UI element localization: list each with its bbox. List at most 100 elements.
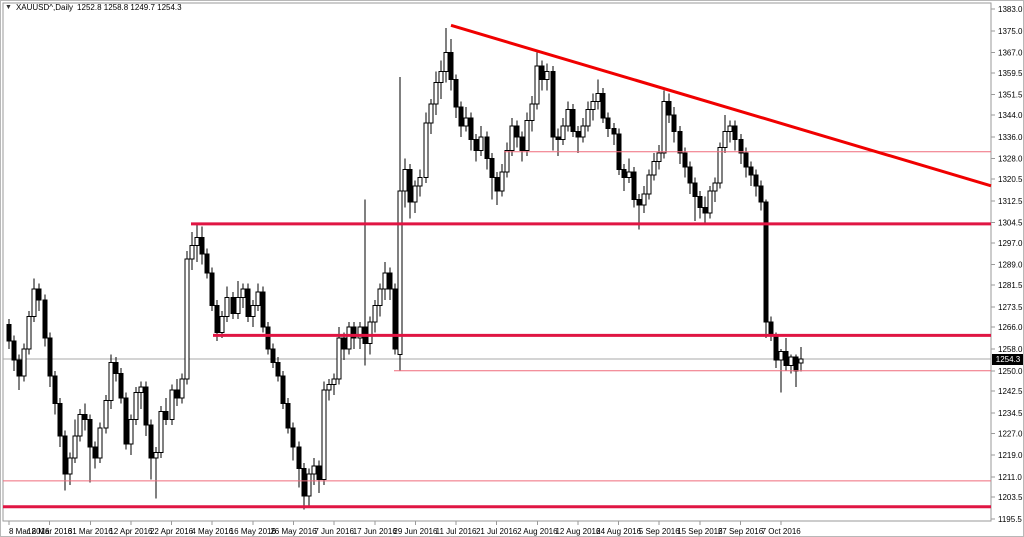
bear-candle[interactable] [163,411,169,421]
bear-candle[interactable] [605,117,611,130]
bull-candle[interactable] [306,473,312,497]
bull-candle[interactable] [31,288,37,317]
bull-candle[interactable] [26,315,32,350]
bear-candle[interactable] [514,125,520,138]
bull-candle[interactable] [138,386,144,394]
bear-candle[interactable] [671,114,677,132]
bear-candle[interactable] [753,174,759,187]
bear-candle[interactable] [123,397,129,445]
bear-candle[interactable] [57,402,63,437]
bull-candle[interactable] [433,81,439,105]
bull-candle[interactable] [169,389,175,421]
bear-candle[interactable] [199,236,205,255]
bull-candle[interactable] [641,193,647,206]
bear-candle[interactable] [143,386,149,426]
bear-candle[interactable] [11,340,17,361]
bear-candle[interactable] [275,362,281,377]
bear-candle[interactable] [666,100,672,116]
bear-candle[interactable] [555,136,561,141]
bear-candle[interactable] [550,71,556,138]
bull-candle[interactable] [77,413,83,437]
bull-candle[interactable] [240,288,246,298]
bull-candle[interactable] [595,92,601,102]
bull-candle[interactable] [580,125,586,138]
bear-candle[interactable] [341,337,347,350]
bear-candle[interactable] [793,356,799,372]
bull-candle[interactable] [504,149,510,173]
bear-candle[interactable] [270,348,276,364]
bear-candle[interactable] [290,427,296,448]
bull-candle[interactable] [103,400,109,429]
bear-candle[interactable] [783,351,789,366]
bull-candle[interactable] [646,174,652,195]
bear-candle[interactable] [748,166,754,176]
bear-candle[interactable] [575,130,581,138]
bull-candle[interactable] [128,419,134,445]
bull-candle[interactable] [224,296,230,317]
bear-candle[interactable] [118,372,124,399]
bear-candle[interactable] [636,198,642,206]
bear-candle[interactable] [768,321,774,336]
bull-candle[interactable] [478,136,484,151]
bear-candle[interactable] [316,465,322,481]
bear-candle[interactable] [763,201,769,323]
bear-candle[interactable] [52,375,58,404]
bear-candle[interactable] [301,468,307,497]
bull-candle[interactable] [194,236,200,247]
bear-candle[interactable] [87,419,93,448]
collapse-arrow-icon[interactable]: ▼ [5,4,12,11]
bull-candle[interactable] [346,326,352,350]
bear-candle[interactable] [245,288,251,317]
bull-candle[interactable] [255,291,261,306]
bear-candle[interactable] [687,166,693,184]
bear-candle[interactable] [113,362,119,374]
bull-candle[interactable] [133,392,139,421]
bull-candle[interactable] [499,171,505,192]
bear-candle[interactable] [458,106,464,127]
bear-candle[interactable] [351,326,357,339]
bear-candle[interactable] [621,168,627,179]
bull-candle[interactable] [788,356,794,366]
bear-candle[interactable] [265,326,271,350]
bear-candle[interactable] [407,168,413,203]
bear-candle[interactable] [280,375,286,404]
bear-candle[interactable] [600,92,606,119]
bull-candle[interactable] [626,171,632,179]
bull-candle[interactable] [219,315,225,334]
bear-candle[interactable] [174,389,180,399]
bull-candle[interactable] [590,100,596,111]
bull-candle[interactable] [656,152,662,162]
bear-candle[interactable] [773,334,779,361]
bull-candle[interactable] [423,122,429,179]
bull-candle[interactable] [651,160,657,176]
bull-candle[interactable] [509,125,515,151]
bull-candle[interactable] [179,378,185,399]
bear-candle[interactable] [473,139,479,151]
bear-candle[interactable] [692,182,698,198]
bull-candle[interactable] [438,71,444,83]
bear-candle[interactable] [738,139,744,154]
bull-candle[interactable] [428,103,434,124]
bear-candle[interactable] [697,196,703,209]
bull-candle[interactable] [397,190,403,355]
bull-candle[interactable] [153,451,159,459]
bull-candle[interactable] [184,258,190,380]
bear-candle[interactable] [62,435,68,475]
bull-candle[interactable] [529,103,535,122]
bear-candle[interactable] [732,125,738,141]
bull-candle[interactable] [524,120,530,151]
bull-candle[interactable] [565,109,571,127]
bull-candle[interactable] [311,465,317,475]
bear-candle[interactable] [631,171,637,200]
bull-candle[interactable] [712,182,718,192]
bear-candle[interactable] [204,253,210,274]
bear-candle[interactable] [6,324,12,342]
bear-candle[interactable] [392,288,398,350]
bear-candle[interactable] [448,52,454,81]
bear-candle[interactable] [42,299,48,339]
bear-candle[interactable] [570,109,576,132]
bull-candle[interactable] [357,326,363,339]
bull-candle[interactable] [108,362,114,402]
bull-candle[interactable] [336,337,342,380]
